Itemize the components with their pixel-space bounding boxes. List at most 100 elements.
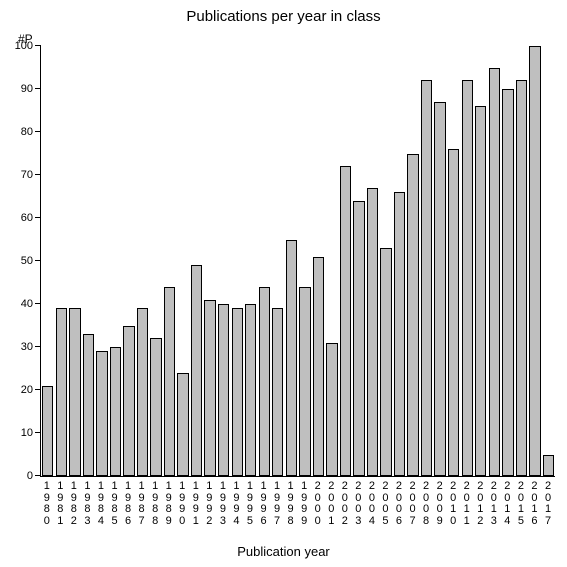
bar-slot <box>352 46 366 476</box>
x-label-slot: 1 9 8 9 <box>162 481 176 537</box>
bar-slot <box>542 46 556 476</box>
x-tick-label: 1 9 9 0 <box>177 481 187 527</box>
y-tick <box>35 174 41 175</box>
bar-slot <box>95 46 109 476</box>
x-tick-label: 1 9 8 2 <box>69 481 79 527</box>
bar <box>462 80 473 476</box>
y-tick-label: 80 <box>21 126 33 138</box>
x-tick-label: 1 9 9 5 <box>245 481 255 527</box>
bar-slot <box>82 46 96 476</box>
y-tick-label: 20 <box>21 384 33 396</box>
bar <box>218 304 229 476</box>
bar <box>245 304 256 476</box>
bar-slot <box>298 46 312 476</box>
x-label-slot: 1 9 9 0 <box>175 481 189 537</box>
bar <box>299 287 310 476</box>
bar-slot <box>149 46 163 476</box>
x-tick-label: 1 9 9 3 <box>218 481 228 527</box>
x-label-slot: 1 9 9 2 <box>203 481 217 537</box>
y-tick <box>35 432 41 433</box>
bar-slot <box>190 46 204 476</box>
bar <box>421 80 432 476</box>
bar <box>448 149 459 476</box>
x-tick-label: 2 0 1 4 <box>502 481 512 527</box>
bar-slot <box>501 46 515 476</box>
x-label-slot: 2 0 1 3 <box>487 481 501 537</box>
x-tick-label: 1 9 8 0 <box>42 481 52 527</box>
x-label-slot: 1 9 9 9 <box>297 481 311 537</box>
x-label-slot: 1 9 8 6 <box>121 481 135 537</box>
x-tick-label: 1 9 9 1 <box>191 481 201 527</box>
x-tick-label: 2 0 0 2 <box>340 481 350 527</box>
bar-slot <box>109 46 123 476</box>
x-label-slot: 1 9 9 7 <box>270 481 284 537</box>
x-tick-label: 2 0 1 5 <box>516 481 526 527</box>
bar-slot <box>515 46 529 476</box>
bar-slot <box>285 46 299 476</box>
x-label-slot: 2 0 0 6 <box>392 481 406 537</box>
bar-slot <box>474 46 488 476</box>
x-tick-label: 1 9 9 2 <box>204 481 214 527</box>
x-tick-label: 1 9 9 7 <box>272 481 282 527</box>
x-label-slot: 2 0 0 7 <box>406 481 420 537</box>
x-tick-label: 1 9 8 5 <box>110 481 120 527</box>
x-label-slot: 1 9 9 5 <box>243 481 257 537</box>
bar-slot <box>379 46 393 476</box>
x-tick-label: 2 0 1 7 <box>543 481 553 527</box>
bar-slot <box>339 46 353 476</box>
x-tick-label: 2 0 0 6 <box>394 481 404 527</box>
bar <box>516 80 527 476</box>
bar <box>380 248 391 476</box>
bar <box>123 326 134 477</box>
y-tick <box>35 88 41 89</box>
y-tick <box>35 346 41 347</box>
bars-group <box>41 46 555 476</box>
bar <box>286 240 297 477</box>
x-tick-label: 1 9 8 3 <box>82 481 92 527</box>
chart-title: Publications per year in class <box>0 8 567 25</box>
x-tick-label: 2 0 0 8 <box>421 481 431 527</box>
bar <box>96 351 107 476</box>
x-label-slot: 2 0 1 1 <box>460 481 474 537</box>
bar <box>272 308 283 476</box>
bar-slot <box>176 46 190 476</box>
bar-slot <box>244 46 258 476</box>
y-tick-label: 30 <box>21 341 33 353</box>
x-tick-label: 2 0 1 6 <box>529 481 539 527</box>
x-label-slot: 2 0 1 7 <box>541 481 555 537</box>
x-label-slot: 2 0 0 0 <box>311 481 325 537</box>
x-tick-label: 2 0 1 1 <box>462 481 472 527</box>
x-label-slot: 1 9 9 4 <box>230 481 244 537</box>
bar-slot <box>41 46 55 476</box>
x-tick-label: 2 0 0 3 <box>353 481 363 527</box>
x-tick-label: 1 9 9 8 <box>286 481 296 527</box>
x-label-slot: 1 9 8 1 <box>54 481 68 537</box>
bar <box>475 106 486 476</box>
bar <box>326 343 337 476</box>
bar <box>137 308 148 476</box>
x-label-slot: 2 0 1 6 <box>528 481 542 537</box>
bar <box>407 154 418 477</box>
y-tick <box>35 131 41 132</box>
x-label-slot: 1 9 9 1 <box>189 481 203 537</box>
x-tick-label: 2 0 0 0 <box>313 481 323 527</box>
x-tick-label: 1 9 8 6 <box>123 481 133 527</box>
bar-slot <box>203 46 217 476</box>
bar <box>259 287 270 476</box>
bar <box>110 347 121 476</box>
x-label-slot: 2 0 1 4 <box>501 481 515 537</box>
bar-slot <box>528 46 542 476</box>
x-label-slot: 1 9 8 8 <box>148 481 162 537</box>
x-label-slot: 1 9 9 6 <box>257 481 271 537</box>
y-tick-label: 100 <box>15 40 33 52</box>
bar <box>191 265 202 476</box>
x-tick-label: 1 9 8 1 <box>55 481 65 527</box>
bar <box>177 373 188 476</box>
chart-container: Publications per year in class #P 010203… <box>0 0 567 567</box>
x-label-slot: 2 0 0 3 <box>352 481 366 537</box>
x-label-slot: 2 0 0 9 <box>433 481 447 537</box>
y-tick <box>35 45 41 46</box>
bar <box>150 338 161 476</box>
bar <box>489 68 500 477</box>
bar-slot <box>393 46 407 476</box>
